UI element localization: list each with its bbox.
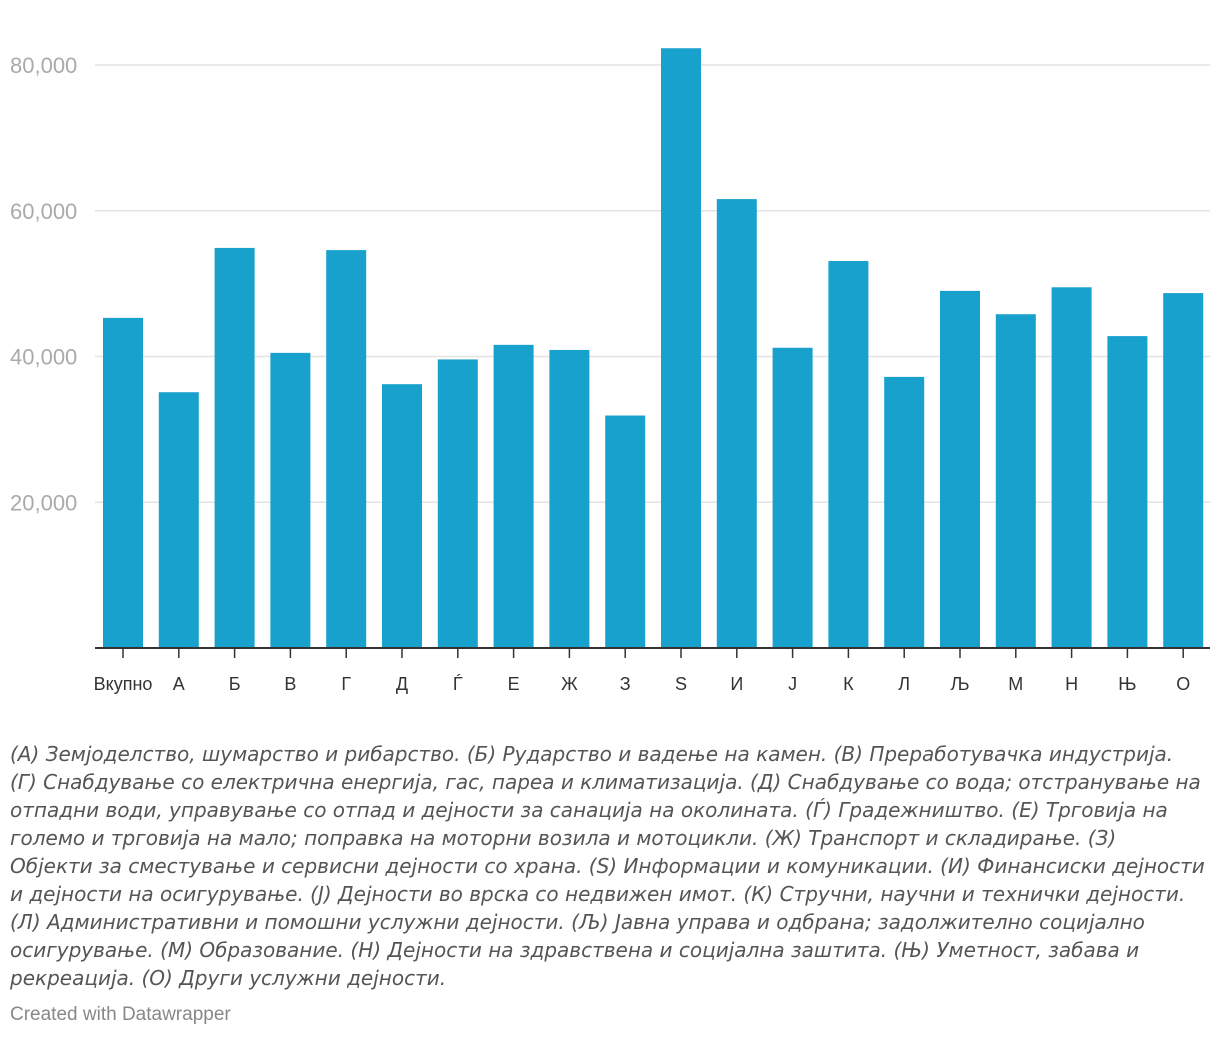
bar [326,250,367,649]
category-label: Л [898,674,910,694]
bar [661,48,701,648]
x-axis: Вкупно А Б В Г Д Ѓ Е Ж З S И Ј К Л Љ М Н Њ О [94,647,1210,694]
category-label: О [1176,674,1190,694]
bar [1107,336,1148,648]
y-axis-ticks: 20,000 40,000 60,000 80,000 [10,53,77,515]
bar [716,199,757,648]
category-label: S [675,674,687,694]
category-label: Ѓ [453,674,463,694]
bar [940,290,980,648]
bar [493,344,534,648]
bar [382,384,422,648]
bars [103,48,1204,649]
y-tick-label: 40,000 [10,345,77,370]
bar [1163,293,1204,648]
bar [158,392,199,648]
category-label: Њ [1118,674,1136,694]
category-label: Н [1065,674,1078,694]
y-tick-label: 80,000 [10,53,77,78]
category-label: Е [508,674,520,694]
bar [605,415,646,648]
credit-line: Created with Datawrapper [10,1004,231,1025]
bar [437,359,478,648]
bar [1051,287,1092,648]
category-label: Б [229,674,241,694]
category-label: Ж [561,674,578,694]
category-label: Г [341,674,351,694]
bar [995,314,1036,648]
bar [103,317,143,648]
category-notes: (А) Земјоделство, шумарство и рибарство.… [10,742,1205,990]
gridlines [95,64,1210,503]
category-label: Вкупно [94,674,153,694]
y-tick-label: 60,000 [10,199,77,224]
category-label: А [173,674,185,694]
category-label: Д [396,674,408,694]
bar [884,376,925,648]
bar [772,347,813,648]
category-label: Ј [788,674,797,694]
category-label: К [843,674,854,694]
category-label: И [730,674,743,694]
category-label: З [620,674,631,694]
chart-canvas: 20,000 40,000 60,000 80,000 Вкупно А Б В Г Д Ѓ Е Ж З… [10,48,1210,694]
bar [214,247,255,648]
category-label: Љ [950,674,969,694]
bar-chart: 20,000 40,000 60,000 80,000 Вкупно А Б В Г Д Ѓ Е Ж З… [10,48,1210,694]
y-tick-label: 20,000 [10,490,77,515]
category-label: В [284,674,296,694]
bar [549,349,590,648]
bar [270,352,311,648]
category-label: М [1008,674,1023,694]
bar [828,261,869,648]
